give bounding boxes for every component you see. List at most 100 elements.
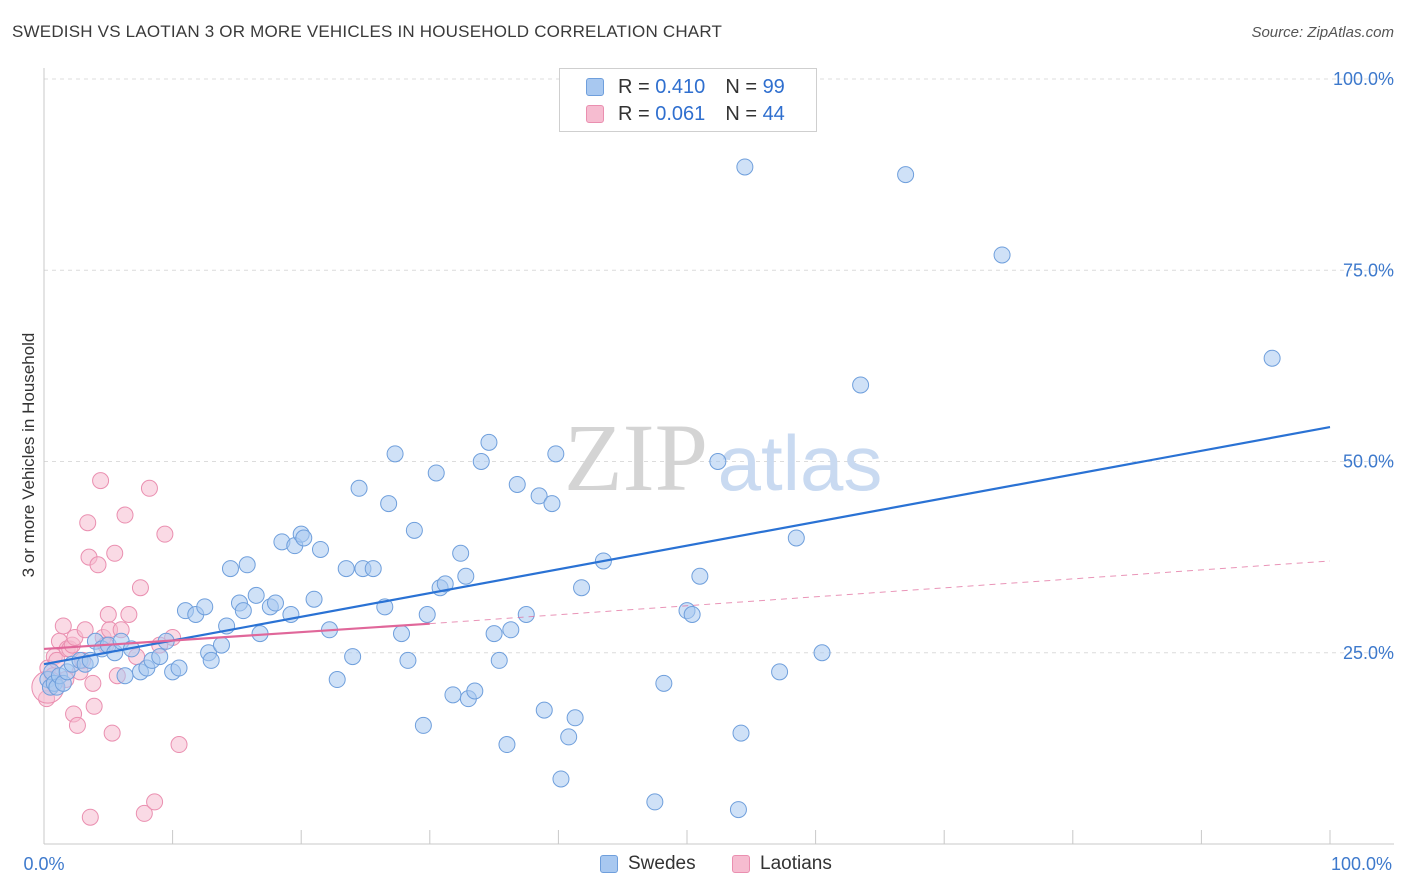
laotians-swatch	[586, 105, 604, 123]
swedes-point	[311, 540, 329, 558]
y-tick-label: 100.0%	[1333, 69, 1394, 89]
laotians-point	[68, 716, 86, 734]
swedes-trend-line	[43, 425, 1331, 666]
swedes-point	[560, 728, 578, 746]
laotians-r-value: 0.061	[655, 102, 706, 125]
swedes-r-label: R =	[618, 75, 650, 98]
swedes-point	[196, 598, 214, 616]
swedes-point	[547, 445, 565, 463]
bottom-legend-laotians: Laotians	[732, 852, 832, 876]
swedes-point	[566, 709, 584, 727]
swedes-point	[305, 590, 323, 608]
swedes-point	[170, 659, 188, 677]
correlation-legend: R = 0.410 N = 99 R = 0.061 N = 44	[559, 68, 817, 132]
swedes-point	[736, 158, 754, 176]
swedes-point	[732, 724, 750, 742]
swedes-point	[399, 651, 417, 669]
swedes-point	[427, 464, 445, 482]
laotians-point	[135, 804, 153, 822]
swedes-point	[485, 625, 503, 643]
laotians-n-value: 44	[762, 102, 785, 125]
swedes-r-value: 0.410	[655, 75, 706, 98]
swedes-legend-label: Swedes	[628, 853, 696, 874]
laotians-legend-swatch	[732, 855, 750, 873]
y-tick-label: 25.0%	[1343, 643, 1394, 663]
laotians-trend-dashed	[429, 560, 1331, 625]
laotians-point	[140, 479, 158, 497]
axes	[43, 68, 1394, 845]
swedes-point	[490, 651, 508, 669]
swedes-point	[234, 602, 252, 620]
swedes-point	[295, 529, 313, 547]
swedes-point	[212, 636, 230, 654]
laotians-point	[79, 514, 97, 532]
swedes-point	[116, 667, 134, 685]
legend-row-swedes: R = 0.410 N = 99	[586, 75, 785, 99]
swedes-point	[852, 376, 870, 394]
swedes-point	[221, 560, 239, 578]
swedes-point	[151, 648, 169, 666]
laotians-point	[156, 525, 174, 543]
trend-lines	[43, 425, 1331, 666]
laotians-r-label: R =	[618, 102, 650, 125]
swedes-point	[517, 606, 535, 623]
swedes-point	[552, 770, 570, 788]
swedes-point	[472, 453, 490, 470]
laotians-point	[85, 697, 103, 715]
watermark: ZIP atlas	[564, 404, 882, 511]
swedes-point	[466, 682, 484, 700]
laotians-legend-label: Laotians	[760, 853, 832, 874]
laotians-point	[81, 808, 99, 826]
chart-title: SWEDISH VS LAOTIAN 3 OR MORE VEHICLES IN…	[12, 22, 723, 41]
swedes-point	[414, 716, 432, 734]
swedes-point	[787, 529, 805, 547]
laotians-point	[89, 556, 107, 574]
swedes-point	[380, 495, 398, 513]
swedes-point	[508, 475, 526, 493]
laotians-point	[120, 606, 138, 623]
x-tick-label: 100.0%	[1331, 854, 1392, 874]
swedes-point	[813, 644, 831, 662]
laotians-n-label: N =	[725, 102, 757, 125]
swedes-point	[646, 793, 664, 811]
swedes-point	[350, 479, 368, 497]
y-tick-label: 75.0%	[1343, 260, 1394, 280]
bottom-legend-swedes: Swedes	[600, 852, 696, 876]
legend-row-laotians: R = 0.061 N = 44	[586, 102, 785, 126]
swedes-point	[498, 736, 516, 754]
y-axis-title: 3 or more Vehicles in Household	[19, 333, 38, 578]
laotians-point	[99, 606, 117, 623]
swedes-point	[364, 560, 382, 578]
axis-labels: 25.0% 50.0% 75.0% 100.0% 0.0% 100.0% 3 or more…	[19, 69, 1394, 874]
swedes-point	[691, 567, 709, 585]
swedes-n-label: N =	[725, 75, 757, 98]
swedes-point	[393, 625, 411, 643]
swedes-point	[729, 801, 747, 819]
swedes-point	[344, 648, 362, 666]
swedes-point	[535, 701, 553, 719]
swedes-point	[405, 521, 423, 539]
laotians-point	[54, 617, 72, 635]
y-tick-label: 50.0%	[1343, 452, 1394, 472]
laotians-point	[103, 724, 121, 742]
swedes-point	[202, 651, 220, 669]
laotians-point	[116, 506, 134, 524]
swedes-point	[709, 453, 727, 470]
source-label: Source: ZipAtlas.com	[1251, 24, 1394, 41]
swedes-point	[247, 586, 265, 604]
watermark-atlas: atlas	[718, 419, 883, 507]
laotians-trend-line	[43, 622, 430, 651]
swedes-point	[683, 606, 701, 623]
swedes-point	[337, 560, 355, 578]
swedes-point	[452, 544, 470, 562]
swedes-point	[238, 556, 256, 574]
swedes-n-value: 99	[762, 75, 785, 98]
swedes-point	[418, 606, 436, 623]
swedes-point	[436, 575, 454, 593]
swedes-point	[573, 579, 591, 597]
swedes-point	[457, 567, 475, 585]
swedes-point	[543, 495, 561, 513]
swedes-point	[897, 166, 915, 184]
swedes-point	[993, 246, 1011, 264]
